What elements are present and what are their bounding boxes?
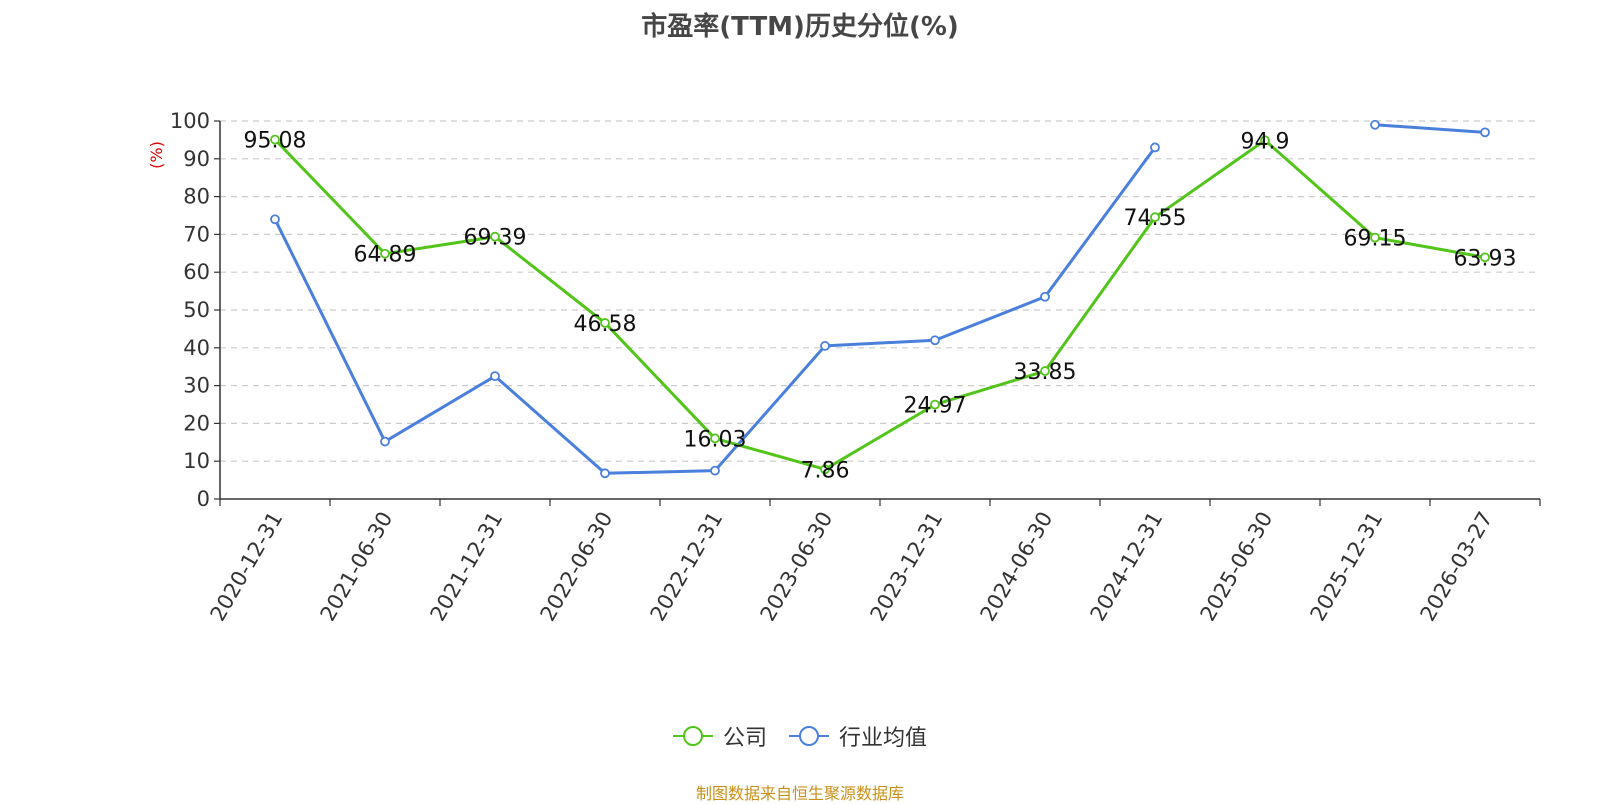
data-label: 46.58 bbox=[574, 312, 637, 337]
data-source-credit: 制图数据来自恒生聚源数据库 bbox=[695, 784, 904, 803]
data-point bbox=[820, 464, 830, 475]
x-tick-label: 2026-03-27 bbox=[1416, 508, 1498, 626]
y-axis-label: (%) bbox=[147, 141, 166, 169]
y-tick-label: 40 bbox=[183, 336, 210, 360]
data-label: 16.03 bbox=[684, 427, 747, 452]
series-line bbox=[273, 138, 1486, 471]
y-tick-label: 90 bbox=[183, 147, 210, 171]
legend-item-company[interactable]: 公司 bbox=[672, 720, 767, 752]
x-tick-label: 2021-06-30 bbox=[316, 508, 398, 626]
y-tick-label: 50 bbox=[183, 298, 210, 322]
data-label: 74.55 bbox=[1124, 206, 1187, 231]
data-label: 33.85 bbox=[1014, 360, 1077, 385]
x-tick-label: 2024-12-31 bbox=[1086, 508, 1168, 626]
series-line bbox=[1374, 123, 1486, 134]
x-tick-label: 2021-12-31 bbox=[426, 508, 508, 626]
data-label: 69.15 bbox=[1344, 227, 1407, 252]
data-point bbox=[1480, 252, 1490, 263]
data-point bbox=[1370, 119, 1380, 130]
data-label: 69.39 bbox=[464, 226, 527, 251]
data-point bbox=[1150, 142, 1160, 153]
data-point bbox=[1040, 291, 1050, 302]
data-label: 7.86 bbox=[801, 458, 850, 483]
legend-item-industry[interactable]: 行业均值 bbox=[789, 720, 927, 752]
y-tick-label: 10 bbox=[183, 449, 210, 473]
data-point bbox=[1150, 212, 1160, 223]
data-point bbox=[930, 399, 940, 410]
legend-line-icon bbox=[789, 726, 829, 746]
data-label: 24.97 bbox=[904, 394, 967, 419]
data-label: 64.89 bbox=[354, 243, 417, 268]
y-tick-label: 100 bbox=[170, 109, 210, 133]
data-point bbox=[380, 436, 390, 447]
x-tick-label: 2023-12-31 bbox=[866, 508, 948, 626]
x-tick-label: 2022-12-31 bbox=[646, 508, 728, 626]
data-point bbox=[820, 341, 830, 351]
chart-title: 市盈率(TTM)历史分位(%) bbox=[641, 12, 959, 42]
data-point bbox=[930, 335, 940, 346]
x-tick-label: 2025-12-31 bbox=[1306, 508, 1388, 626]
legend: 公司 行业均值 bbox=[0, 720, 1600, 752]
y-tick-label: 60 bbox=[183, 260, 210, 284]
series-industry bbox=[270, 119, 1490, 479]
y-tick-label: 80 bbox=[183, 185, 210, 209]
x-tick-label: 2025-06-30 bbox=[1196, 508, 1278, 626]
line-chart: 0 10 20 30 40 50 60 70 80 90 100(%) 2020-12-31 2021-… bbox=[147, 109, 1541, 626]
x-tick-label: 2020-12-31 bbox=[206, 508, 288, 626]
y-tick-label: 20 bbox=[183, 411, 210, 435]
data-point bbox=[1370, 232, 1380, 243]
y-tick-label: 30 bbox=[183, 374, 210, 398]
data-point bbox=[1040, 366, 1050, 376]
data-point bbox=[270, 214, 280, 225]
data-label: 95.08 bbox=[244, 129, 307, 154]
legend-line-icon bbox=[672, 726, 713, 746]
data-point bbox=[270, 134, 280, 145]
x-tick-label: 2022-06-30 bbox=[536, 508, 618, 626]
series-company bbox=[270, 134, 1490, 475]
y-tick-label: 0 bbox=[197, 487, 210, 511]
y-tick-label: 70 bbox=[183, 222, 210, 246]
data-point bbox=[1260, 135, 1270, 146]
x-tick-label: 2023-06-30 bbox=[756, 508, 838, 626]
data-point bbox=[490, 371, 500, 382]
data-point bbox=[1480, 127, 1490, 138]
data-point bbox=[710, 465, 720, 476]
legend-label-company: 公司 bbox=[722, 726, 767, 751]
data-point bbox=[600, 318, 610, 328]
data-label: 94.9 bbox=[1241, 129, 1290, 154]
data-label: 63.93 bbox=[1454, 246, 1517, 271]
x-tick-label: 2024-06-30 bbox=[976, 508, 1058, 626]
legend-label-industry: 行业均值 bbox=[839, 726, 928, 751]
data-point bbox=[380, 248, 390, 259]
data-point bbox=[490, 231, 500, 242]
data-point bbox=[710, 433, 720, 444]
data-point bbox=[600, 468, 610, 479]
